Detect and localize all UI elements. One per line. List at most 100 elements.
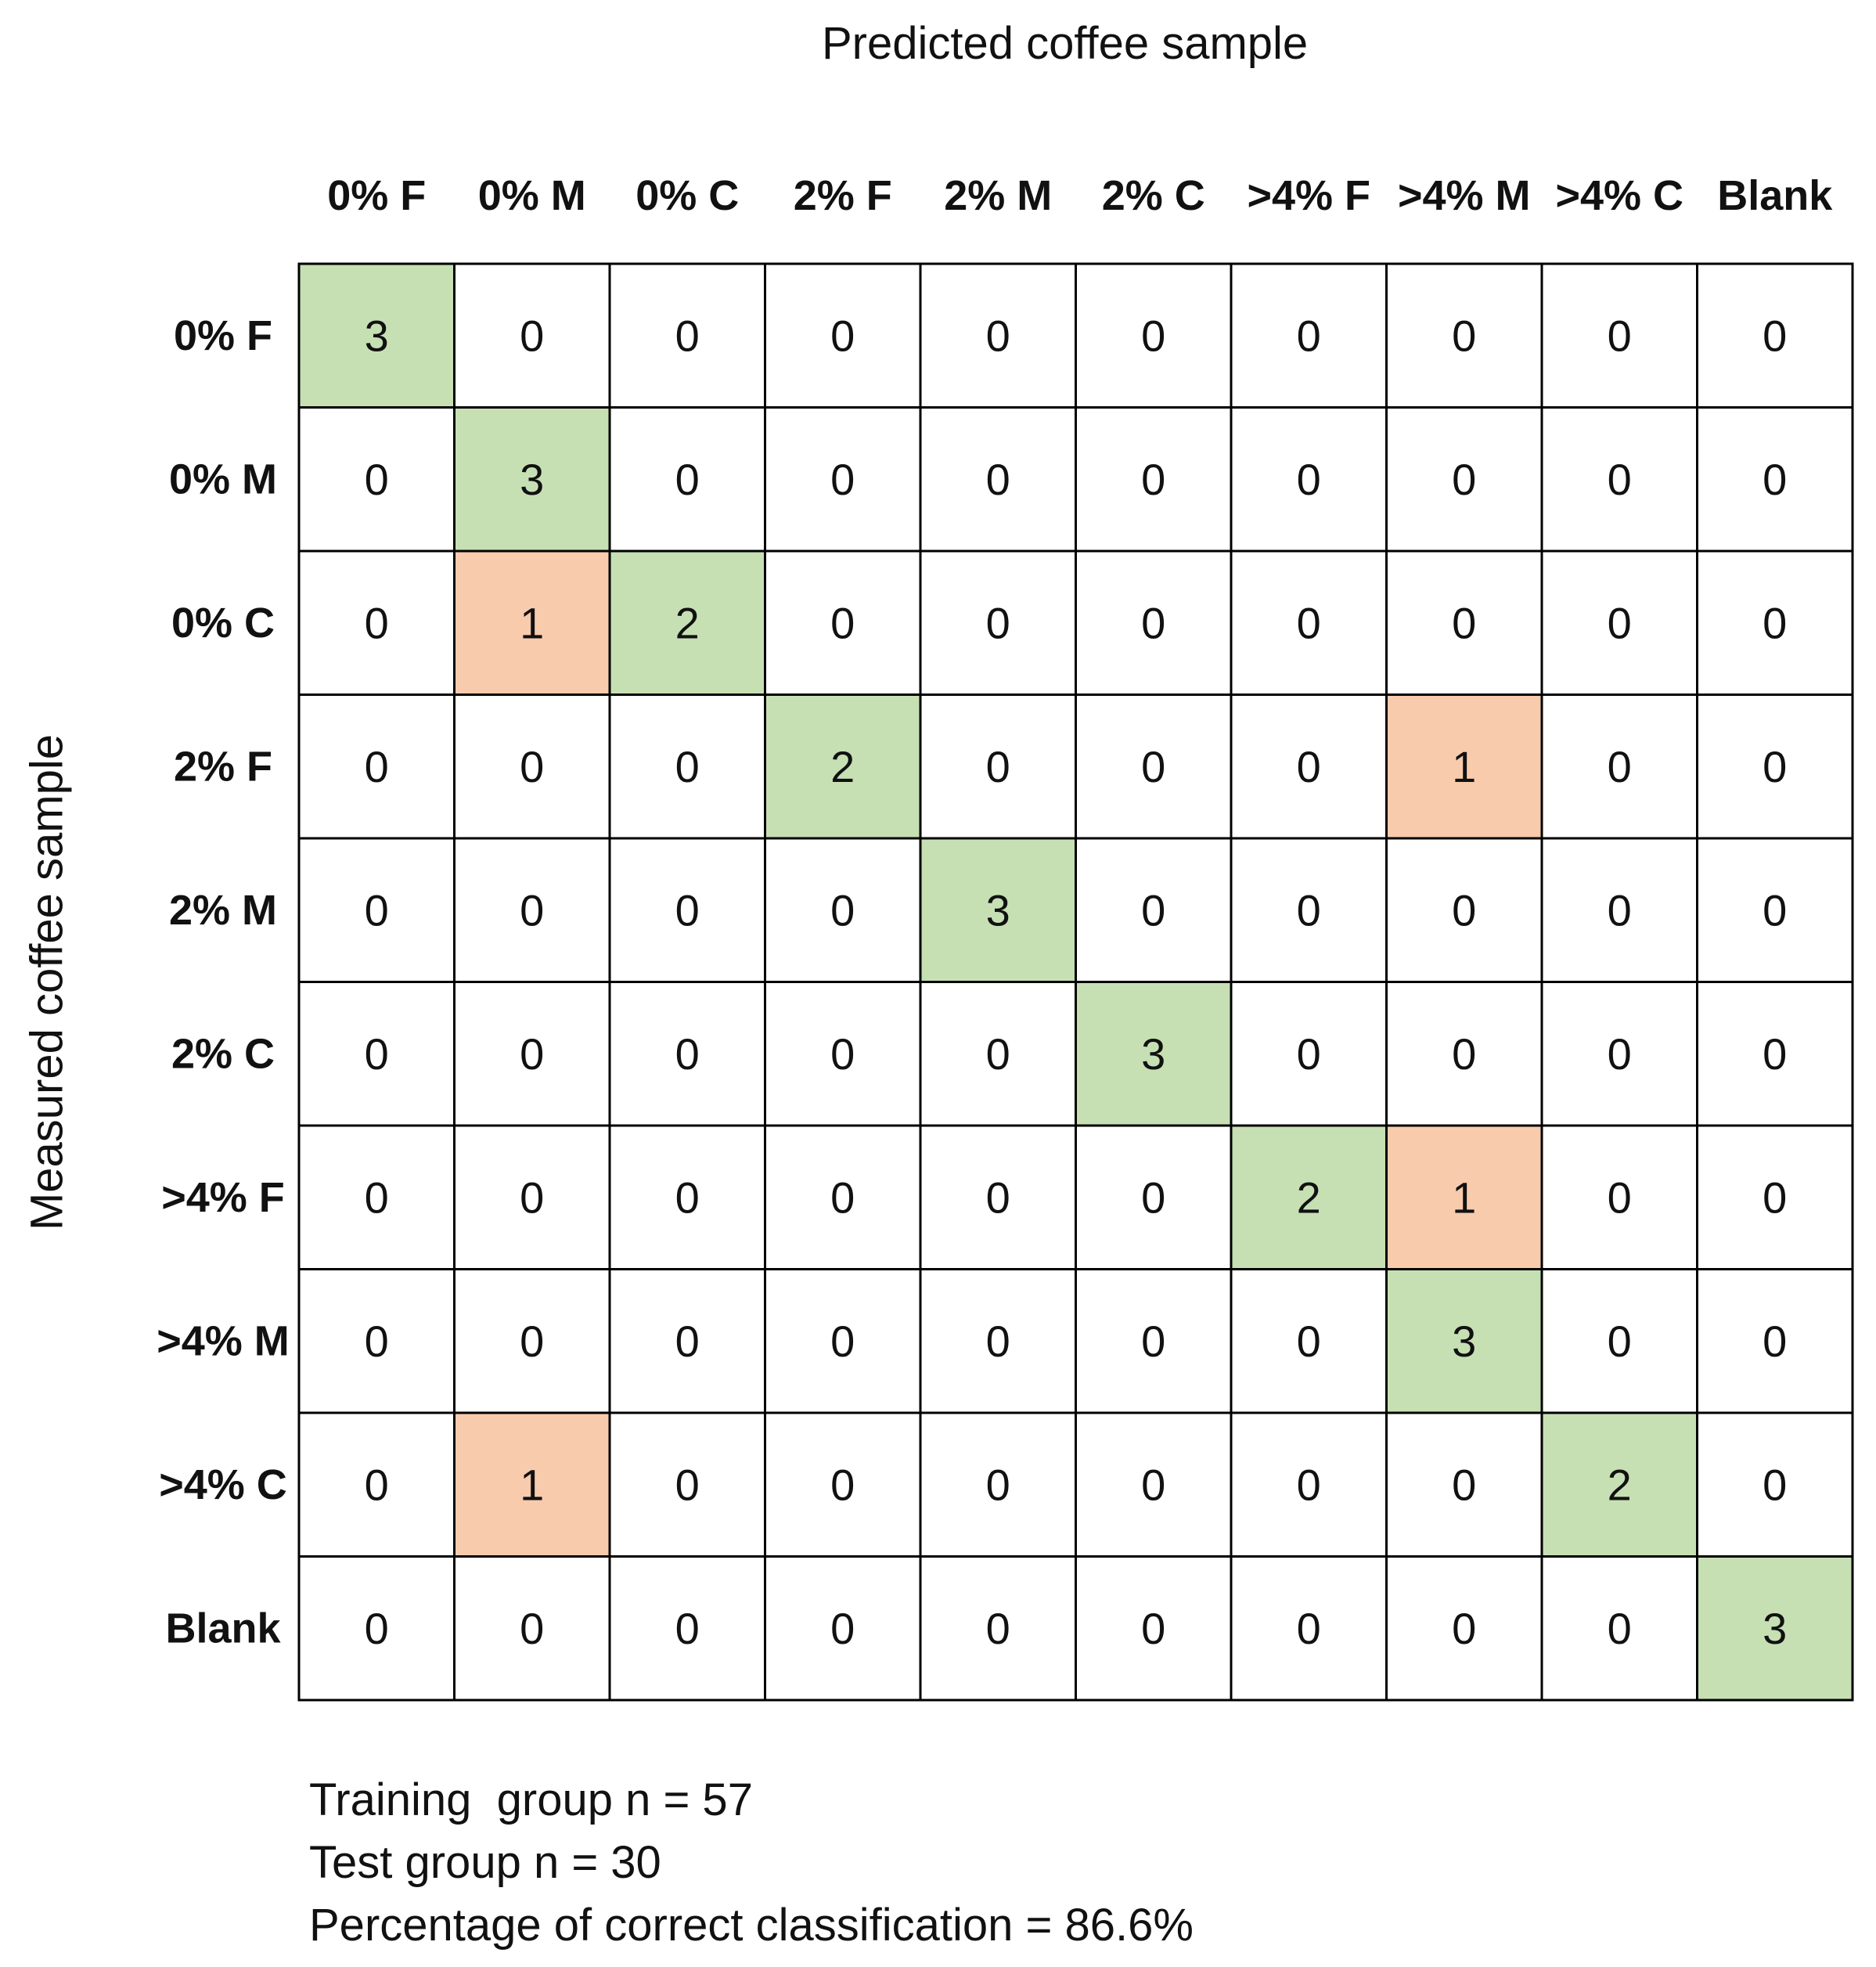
- cell-value: 0: [1297, 885, 1321, 935]
- matrix-cell: [608, 837, 766, 983]
- cell-value: 0: [830, 311, 855, 360]
- matrix-cell: [1385, 837, 1543, 983]
- matrix-cell: [1696, 1268, 1854, 1414]
- cell-value: 0: [1608, 1317, 1632, 1366]
- cell-value: 0: [1297, 1029, 1321, 1079]
- matrix-cell: [1230, 262, 1388, 409]
- cell-value: 0: [1297, 1604, 1321, 1653]
- cell-value: 0: [520, 1029, 544, 1079]
- cell-value: 1: [520, 598, 544, 647]
- row-label: 2% F: [174, 743, 272, 790]
- cell-value: 0: [1763, 1317, 1787, 1366]
- cell-value: 0: [1297, 311, 1321, 360]
- row-label: 0% C: [171, 600, 275, 647]
- matrix-cell: [608, 406, 766, 553]
- column-label: 2% M: [944, 172, 1052, 219]
- cell-value: 0: [1297, 1460, 1321, 1509]
- cell-value: 0: [1763, 598, 1787, 647]
- row-label: >4% C: [159, 1461, 287, 1508]
- matrix-cell: [608, 262, 766, 409]
- cell-value: 0: [830, 1029, 855, 1079]
- cell-value: 0: [986, 455, 1010, 504]
- cell-value: 0: [830, 455, 855, 504]
- cell-value: 0: [520, 1317, 544, 1366]
- cell-value: 0: [675, 1173, 700, 1222]
- matrix-cell: [1075, 837, 1233, 983]
- matrix-cell: [919, 406, 1077, 553]
- matrix-cell: [1075, 1555, 1233, 1702]
- cell-value: 0: [1763, 1460, 1787, 1509]
- cell-value: 0: [675, 311, 700, 360]
- row-label: >4% M: [157, 1317, 290, 1364]
- matrix-cell: [1696, 1555, 1854, 1702]
- cell-value: 0: [830, 1173, 855, 1222]
- cell-value: 0: [520, 1604, 544, 1653]
- x-axis-title: Predicted coffee sample: [822, 18, 1309, 69]
- matrix-cell: [297, 262, 455, 409]
- matrix-cell: [1230, 1411, 1388, 1558]
- cell-value: 0: [675, 1604, 700, 1653]
- cell-value: 3: [1763, 1604, 1787, 1653]
- cell-value: 3: [520, 455, 544, 504]
- matrix-cell: [1696, 406, 1854, 553]
- matrix-cell: [919, 837, 1077, 983]
- cell-value: 0: [365, 1317, 389, 1366]
- matrix-cell: [453, 1268, 611, 1414]
- cell-value: 0: [1763, 311, 1787, 360]
- matrix-cell: [1696, 693, 1854, 840]
- cell-value: 3: [1141, 1029, 1165, 1079]
- cell-value: 0: [986, 1604, 1010, 1653]
- cell-value: 0: [1141, 311, 1165, 360]
- cell-value: 0: [1141, 1173, 1165, 1222]
- matrix-cell: [1540, 1555, 1698, 1702]
- cell-value: 0: [1141, 455, 1165, 504]
- cell-value: 0: [520, 742, 544, 791]
- cell-value: 0: [1297, 598, 1321, 647]
- cell-value: 0: [365, 455, 389, 504]
- cell-value: 0: [675, 742, 700, 791]
- cell-value: 0: [830, 885, 855, 935]
- matrix-cell: [1540, 549, 1698, 696]
- row-label: 0% F: [174, 312, 272, 359]
- matrix-cell: [764, 1124, 922, 1270]
- cell-value: 0: [365, 742, 389, 791]
- cell-value: 0: [365, 1173, 389, 1222]
- cell-value: 0: [830, 1317, 855, 1366]
- cell-value: 1: [520, 1460, 544, 1509]
- cell-value: 0: [675, 885, 700, 935]
- matrix-cell: [1230, 1268, 1388, 1414]
- cell-value: 0: [986, 1173, 1010, 1222]
- column-label: Blank: [1717, 172, 1833, 219]
- matrix-cell: [297, 981, 455, 1127]
- cell-value: 0: [1608, 742, 1632, 791]
- cell-value: 0: [675, 1317, 700, 1366]
- matrix-cell: [764, 981, 922, 1127]
- matrix-cell: [1230, 1124, 1388, 1270]
- cell-value: 0: [1608, 1029, 1632, 1079]
- cell-value: 0: [1141, 1604, 1165, 1653]
- column-label: >4% F: [1247, 172, 1370, 219]
- matrix-cell: [1075, 693, 1233, 840]
- matrix-cell: [919, 1411, 1077, 1558]
- cell-value: 0: [986, 598, 1010, 647]
- cell-value: 0: [1452, 1604, 1476, 1653]
- cell-value: 0: [1141, 885, 1165, 935]
- matrix-cell: [1696, 837, 1854, 983]
- cell-value: 0: [365, 885, 389, 935]
- matrix-cell: [764, 1555, 922, 1702]
- cell-value: 0: [986, 1460, 1010, 1509]
- matrix-cell: [453, 1124, 611, 1270]
- matrix-cell: [1696, 1124, 1854, 1270]
- matrix-cell: [1696, 1411, 1854, 1558]
- matrix-cell: [1385, 406, 1543, 553]
- matrix-cell: [1075, 1411, 1233, 1558]
- cell-value: 0: [1452, 1460, 1476, 1509]
- matrix-cell: [297, 1411, 455, 1558]
- column-label: 0% M: [478, 172, 586, 219]
- cell-value: 0: [1452, 311, 1476, 360]
- column-label: 2% C: [1102, 172, 1205, 219]
- cell-value: 0: [1608, 1173, 1632, 1222]
- matrix-cell: [453, 1555, 611, 1702]
- row-label: 0% M: [169, 456, 277, 503]
